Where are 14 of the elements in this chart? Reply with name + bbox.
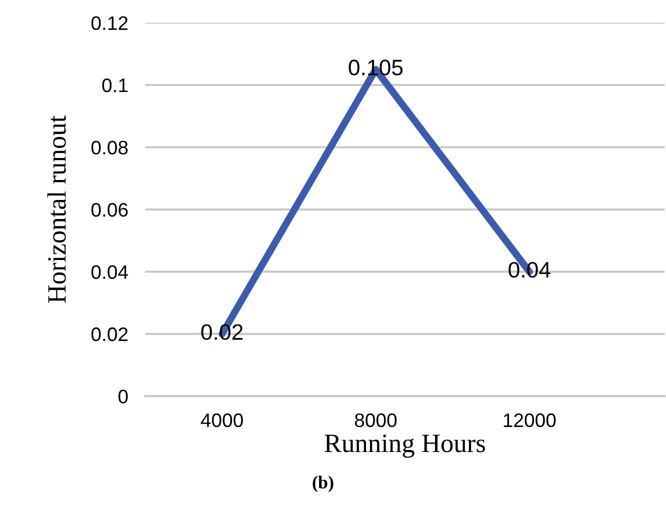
x-axis-title: Running Hours bbox=[324, 434, 485, 458]
y-tick-label: 0.08 bbox=[91, 140, 128, 154]
x-tick-label: 12000 bbox=[504, 413, 556, 428]
y-tick-label: 0.06 bbox=[91, 202, 128, 217]
y-tick-label: 0.12 bbox=[91, 16, 128, 30]
data-label: 0.105 bbox=[348, 60, 403, 76]
y-tick-label: 0.02 bbox=[91, 327, 128, 342]
text: (b) bbox=[312, 476, 334, 492]
y-tick-label: 0.1 bbox=[102, 78, 128, 92]
x-tick-label: 8000 bbox=[354, 413, 397, 428]
x-tick-label: 4000 bbox=[200, 413, 243, 428]
y-tick-label: 0.04 bbox=[91, 265, 128, 279]
y-axis-title: Horizontal runout bbox=[47, 115, 66, 303]
y-tick-label: 0 bbox=[118, 390, 128, 404]
